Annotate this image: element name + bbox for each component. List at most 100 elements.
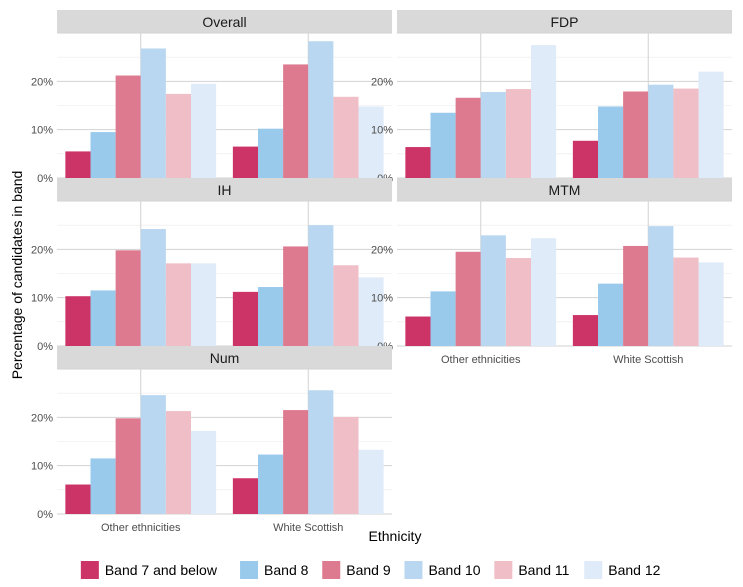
bar-white-scottish-band-7-and-below xyxy=(232,291,258,346)
bar-white-scottish-band-11 xyxy=(333,265,359,346)
legend-swatch xyxy=(80,561,99,579)
x-tick-label: Other ethnicities xyxy=(101,522,181,534)
bar-white-scottish-band-10 xyxy=(648,84,674,178)
y-tick-label: 0% xyxy=(37,509,53,521)
bar-other-ethnicities-band-12 xyxy=(531,238,557,346)
bar-other-ethnicities-band-12 xyxy=(191,430,217,514)
bar-other-ethnicities-band-9 xyxy=(115,418,141,514)
bar-other-ethnicities-band-8 xyxy=(90,290,116,346)
bar-other-ethnicities-band-7-and-below xyxy=(65,484,91,514)
bar-other-ethnicities-band-7-and-below xyxy=(65,151,91,178)
bar-white-scottish-band-9 xyxy=(283,246,309,346)
legend-swatch xyxy=(404,561,423,579)
legend-label: Band 11 xyxy=(518,562,569,578)
panel-title: MTM xyxy=(549,182,581,198)
legend-swatch xyxy=(322,561,341,579)
bar-white-scottish-band-8 xyxy=(598,106,624,178)
legend-item-band-11: Band 11 xyxy=(494,561,570,579)
legend-label: Band 8 xyxy=(264,562,309,578)
y-tick-label: 20% xyxy=(31,412,53,424)
bar-white-scottish-band-7-and-below xyxy=(572,140,598,178)
panel-strip xyxy=(57,346,392,369)
y-tick-label: 10% xyxy=(31,461,53,473)
legend-item-band-9: Band 9 xyxy=(322,561,391,579)
bar-other-ethnicities-band-12 xyxy=(191,263,217,346)
x-tick-label: White Scottish xyxy=(613,354,683,366)
legend-swatch xyxy=(584,561,603,579)
legend-item-band-12: Band 12 xyxy=(584,561,661,579)
panel-overall: Overall 0% 10% 20% xyxy=(31,10,392,185)
bar-other-ethnicities-band-8 xyxy=(90,458,116,514)
bar-white-scottish-band-10 xyxy=(308,41,334,178)
bar-white-scottish-band-7-and-below xyxy=(232,146,258,178)
legend-swatch xyxy=(240,561,259,579)
x-tick-label: White Scottish xyxy=(273,522,343,534)
bar-white-scottish-band-12 xyxy=(698,71,724,178)
bar-other-ethnicities-band-9 xyxy=(455,251,481,346)
bar-white-scottish-band-8 xyxy=(598,283,624,346)
panel-title: FDP xyxy=(551,14,579,30)
facet-panels: Overall0%10%20%FDP0%10%20%IH0%10%20%MTM0… xyxy=(31,10,732,534)
legend-label: Band 7 and below xyxy=(105,562,218,578)
panel-num: Num 0% 10% 20% Other ethnicities White Scotti… xyxy=(31,346,392,534)
panel-strip xyxy=(397,178,732,201)
panel-ih: IH 0% 10% 20% xyxy=(31,178,392,353)
bar-white-scottish-band-8 xyxy=(258,128,284,178)
bar-other-ethnicities-band-8 xyxy=(430,112,456,178)
panel-title: IH xyxy=(218,182,232,198)
bar-other-ethnicities-band-11 xyxy=(505,258,531,346)
bar-white-scottish-band-7-and-below xyxy=(572,315,598,346)
bar-other-ethnicities-band-7-and-below xyxy=(405,147,431,178)
bar-white-scottish-band-10 xyxy=(648,226,674,346)
bar-white-scottish-band-8 xyxy=(258,287,284,346)
y-tick-label: 20% xyxy=(371,76,393,88)
bar-white-scottish-band-12 xyxy=(358,449,384,514)
legend-label: Band 9 xyxy=(346,562,391,578)
bar-white-scottish-band-12 xyxy=(358,277,384,346)
bar-white-scottish-band-9 xyxy=(623,245,649,346)
bar-other-ethnicities-band-11 xyxy=(165,263,191,346)
y-tick-label: 20% xyxy=(31,76,53,88)
bar-white-scottish-band-11 xyxy=(673,88,699,178)
bar-other-ethnicities-band-7-and-below xyxy=(65,296,91,346)
bar-other-ethnicities-band-10 xyxy=(480,235,506,346)
y-tick-label: 0% xyxy=(37,173,53,185)
bar-white-scottish-band-10 xyxy=(308,225,334,346)
panel-fdp: FDP0%10%20% xyxy=(371,10,732,185)
panel-strip xyxy=(397,10,732,33)
y-tick-label: 20% xyxy=(31,244,53,256)
x-tick-label: Other ethnicities xyxy=(441,354,521,366)
legend-label: Band 10 xyxy=(428,562,480,578)
bar-white-scottish-band-9 xyxy=(283,64,309,178)
bar-other-ethnicities-band-12 xyxy=(191,83,217,178)
bar-white-scottish-band-12 xyxy=(698,262,724,346)
legend-item-band-10: Band 10 xyxy=(404,561,481,579)
bar-other-ethnicities-band-10 xyxy=(140,395,166,514)
bar-other-ethnicities-band-10 xyxy=(140,48,166,178)
bar-other-ethnicities-band-10 xyxy=(480,91,506,178)
bar-white-scottish-band-9 xyxy=(283,410,309,514)
bar-white-scottish-band-7-and-below xyxy=(232,478,258,514)
bar-other-ethnicities-band-8 xyxy=(90,132,116,178)
bar-other-ethnicities-band-7-and-below xyxy=(405,316,431,346)
bar-white-scottish-band-10 xyxy=(308,390,334,514)
bar-other-ethnicities-band-11 xyxy=(505,89,531,178)
panel-strip xyxy=(57,10,392,33)
bar-other-ethnicities-band-12 xyxy=(531,45,557,179)
panel-title: Overall xyxy=(202,14,246,30)
x-axis-title: Ethnicity xyxy=(369,528,422,544)
y-axis-title: Percentage of candidates in band xyxy=(9,171,25,380)
legend-swatch xyxy=(494,561,513,579)
y-tick-label: 10% xyxy=(371,293,393,305)
legend-label: Band 12 xyxy=(608,562,660,578)
y-tick-label: 10% xyxy=(31,293,53,305)
legend-item-band-7-and-below: Band 7 and below xyxy=(80,561,218,579)
bar-other-ethnicities-band-11 xyxy=(165,411,191,514)
legend-item-band-8: Band 8 xyxy=(240,561,309,579)
y-tick-label: 20% xyxy=(371,244,393,256)
bar-other-ethnicities-band-10 xyxy=(140,229,166,346)
bar-white-scottish-band-8 xyxy=(258,454,284,514)
bar-other-ethnicities-band-11 xyxy=(165,93,191,178)
